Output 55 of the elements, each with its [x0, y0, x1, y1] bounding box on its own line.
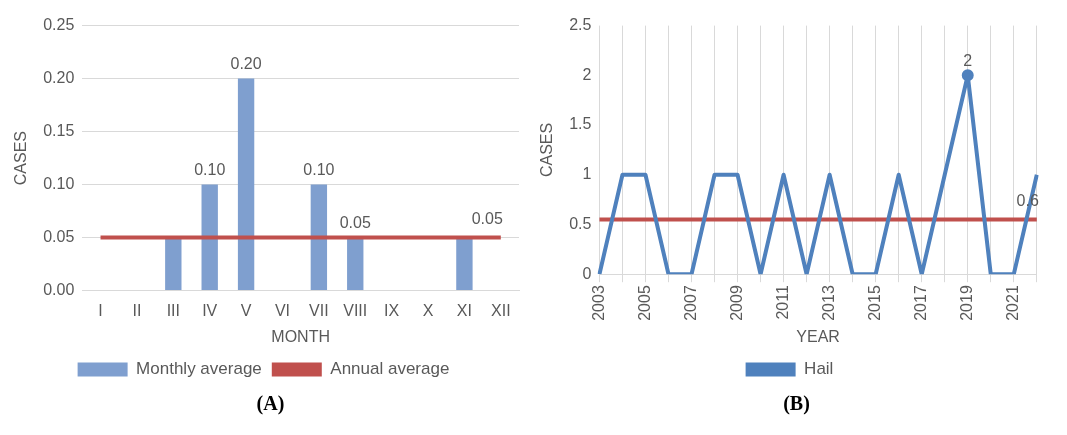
y-tick-label: 0.15	[43, 122, 75, 140]
x-tick-label: V	[240, 301, 252, 319]
x-axis-title: MONTH	[271, 327, 330, 345]
y-tick-label: 2	[582, 65, 592, 83]
y-tick-label: 2.5	[569, 16, 592, 34]
x-tick-label: VI	[274, 301, 291, 319]
x-tick-label: XII	[491, 301, 511, 319]
x-tick-label: I	[98, 301, 103, 319]
x-tick-label: VIII	[343, 301, 368, 319]
text: (B)	[782, 392, 811, 415]
data-label: 0.10	[194, 161, 226, 179]
legend-label: Hail	[804, 359, 834, 379]
y-tick-label: 0.25	[43, 16, 75, 34]
bar	[237, 78, 255, 291]
y-tick-label: 0.00	[43, 281, 75, 299]
y-tick-label: 1.5	[569, 115, 592, 133]
x-tick-label: III	[166, 301, 180, 319]
x-tick-label: 2017	[912, 285, 930, 321]
y-axis-title: CASES	[12, 130, 30, 186]
bar	[201, 184, 218, 291]
data-label: 0.05	[471, 210, 503, 228]
bar	[310, 184, 328, 291]
x-tick-label: 2013	[820, 285, 838, 321]
data-label: 0.20	[230, 55, 262, 73]
x-tick-label: XI	[456, 301, 472, 319]
legend-label: Annual average	[330, 359, 450, 379]
x-tick-label: X	[422, 301, 434, 319]
data-label: 0.05	[339, 214, 371, 232]
x-tick-label: 2005	[635, 285, 653, 321]
bar	[456, 237, 473, 291]
bar	[165, 237, 182, 291]
x-tick-label: IV	[202, 301, 218, 319]
x-tick-label: VII	[309, 301, 329, 319]
y-axis-title: CASES	[538, 122, 556, 178]
x-tick-label: 2007	[681, 285, 699, 321]
y-tick-label: 0.10	[43, 175, 75, 193]
bar	[347, 237, 364, 291]
x-tick-label: IX	[384, 301, 400, 319]
data-label: 0.10	[303, 161, 335, 179]
y-tick-label: 0.20	[43, 69, 75, 87]
y-tick-label: 1	[582, 165, 592, 183]
x-tick-label: 2015	[866, 285, 884, 321]
x-tick-label: 2011	[774, 285, 791, 320]
x-axis-title: YEAR	[796, 327, 840, 345]
data-label: 2	[963, 51, 973, 69]
legend-label: Monthly average	[136, 359, 262, 379]
x-tick-label: II	[132, 301, 142, 319]
x-tick-label: 2021	[1004, 285, 1022, 321]
x-tick-label: 2009	[727, 285, 745, 321]
y-tick-label: 0	[582, 264, 592, 282]
y-tick-label: 0.05	[43, 228, 75, 246]
x-tick-label: 2003	[589, 285, 607, 321]
y-tick-label: 0.5	[569, 214, 592, 232]
x-tick-label: 2019	[958, 285, 976, 321]
text: (A)	[255, 392, 286, 415]
